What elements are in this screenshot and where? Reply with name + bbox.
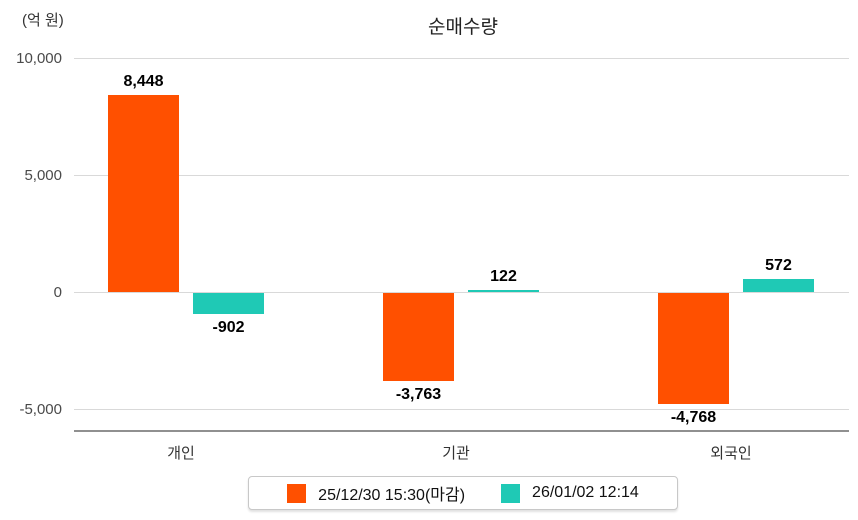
legend-entry-1: 26/01/02 12:14	[501, 483, 639, 503]
chart-title: 순매수량	[428, 17, 498, 38]
x-axis-label-개인: 개인	[167, 445, 195, 462]
bar-value-label: 8,448	[123, 72, 164, 90]
legend: 25/12/30 15:30(마감) 26/01/02 12:14	[248, 476, 678, 510]
bar-series1-기관	[468, 289, 539, 293]
x-axis-line	[74, 430, 849, 432]
gridline-0	[74, 292, 849, 293]
bar-series0-개인	[108, 94, 179, 293]
gridline-10,000	[74, 58, 849, 59]
y-axis-tick-label: 10,000	[16, 49, 62, 67]
x-axis-label-기관: 기관	[442, 445, 470, 462]
bar-value-label: -3,763	[395, 385, 442, 403]
y-axis-tick-label: 0	[53, 283, 62, 301]
bar-series0-기관	[383, 292, 454, 381]
legend-swatch-series0	[287, 483, 307, 503]
legend-label-series1: 26/01/02 12:14	[532, 484, 639, 501]
y-axis-unit-label: (억 원)	[22, 12, 64, 29]
bar-value-label: 572	[765, 257, 792, 275]
legend-entry-0: 25/12/30 15:30(마감)	[287, 481, 465, 505]
bar-value-label: -902	[212, 318, 245, 336]
bar-value-label: -4,768	[670, 409, 717, 427]
bar-series1-외국인	[743, 279, 814, 293]
bar-value-label: 122	[490, 267, 517, 285]
bar-series1-개인	[193, 292, 264, 314]
gridline--5,000	[74, 409, 849, 410]
y-axis-tick-label: 5,000	[24, 166, 62, 184]
x-axis-label-외국인: 외국인	[710, 445, 752, 462]
legend-label-series0: 25/12/30 15:30(마감)	[318, 487, 466, 504]
gridline-5,000	[74, 175, 849, 176]
bar-series0-외국인	[658, 292, 729, 405]
legend-swatch-series1	[501, 483, 521, 503]
y-axis-tick-label: -5,000	[19, 400, 62, 418]
